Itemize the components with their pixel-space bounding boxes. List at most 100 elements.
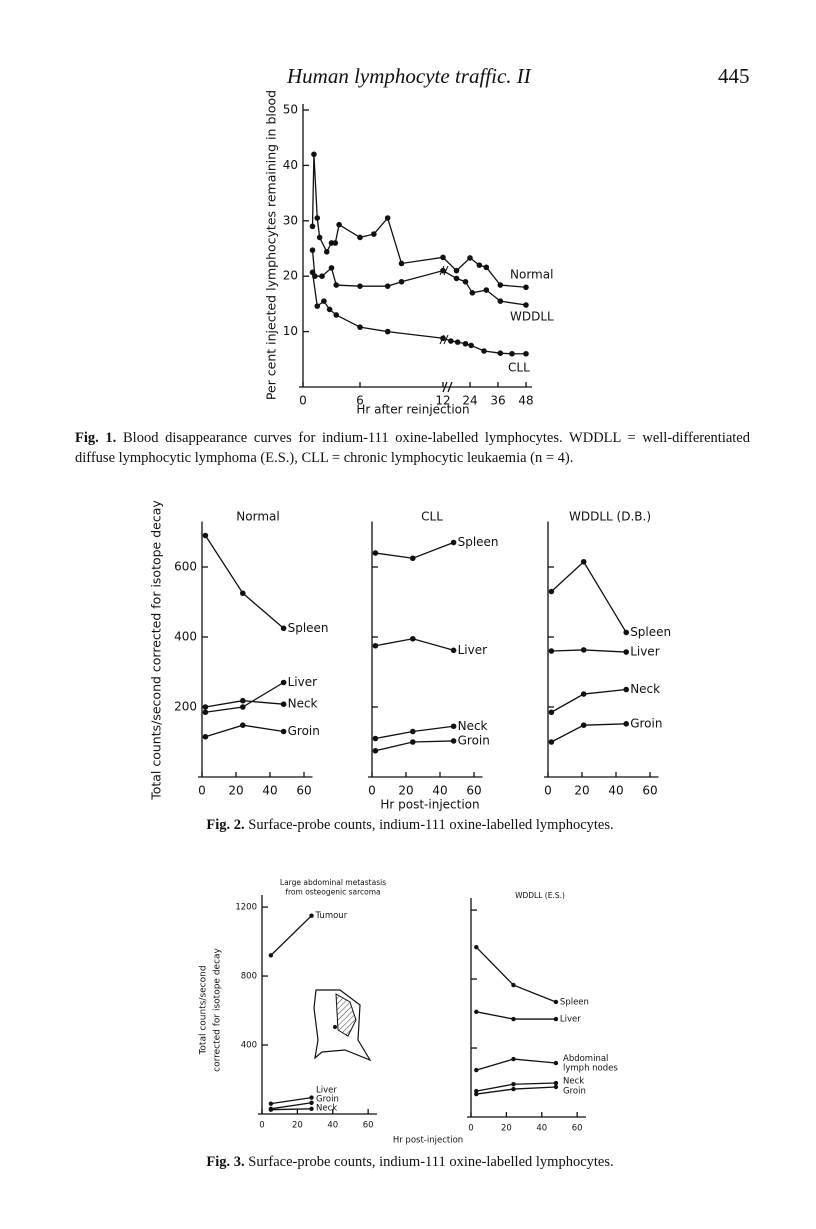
data-point (450, 539, 457, 546)
series-line (476, 1058, 556, 1071)
chart-title: Normal (236, 510, 279, 524)
data-point (474, 1091, 479, 1097)
caption-label: Fig. 3. (206, 1154, 245, 1170)
x-tick-label: 0 (544, 784, 552, 798)
data-point (523, 350, 529, 357)
data-point (326, 306, 333, 313)
x-axis-label: Hr post-injection (393, 1136, 463, 1146)
data-point (453, 275, 460, 282)
data-point (372, 735, 379, 742)
x-tick-label: 6 (356, 394, 364, 408)
data-point (240, 722, 246, 728)
data-point (511, 1082, 516, 1087)
data-point (448, 338, 454, 344)
series-line (551, 649, 627, 653)
y-tick-label: 600 (174, 560, 197, 574)
data-point (467, 255, 473, 261)
x-tick-label: 40 (262, 784, 277, 798)
data-point (553, 999, 559, 1005)
data-point (580, 722, 587, 728)
x-tick-label: 12 (435, 394, 450, 408)
data-point (202, 733, 209, 740)
data-point (309, 247, 316, 253)
y-tick-label: 30 (283, 213, 298, 227)
data-point (333, 312, 340, 318)
data-point (440, 335, 446, 342)
series-label: Neck (288, 697, 318, 711)
series-line (475, 946, 557, 1003)
series-label: Groin (563, 1087, 586, 1097)
data-point (548, 588, 555, 595)
series-line (270, 1108, 312, 1111)
x-tick-label: 36 (490, 394, 505, 408)
series-line (311, 154, 527, 288)
data-point (553, 1080, 559, 1086)
data-point (450, 738, 457, 744)
data-point (372, 550, 379, 556)
series-label: Neck (630, 682, 660, 696)
caption-label: Fig. 1. (75, 430, 117, 446)
data-point (523, 284, 529, 291)
data-point (548, 648, 555, 654)
data-point (474, 944, 479, 950)
series-label: Liver (560, 1015, 581, 1025)
series-line (375, 541, 454, 559)
data-point (384, 215, 391, 221)
data-point (623, 629, 629, 636)
y-tick-label: 400 (174, 630, 197, 644)
data-point (469, 290, 476, 296)
data-point (440, 254, 446, 261)
y-axis-label: corrected for isotope decay (213, 947, 223, 1071)
y-axis-label: Per cent injected lymphocytes remaining … (264, 90, 279, 400)
data-point (454, 339, 461, 345)
data-point (468, 342, 474, 349)
data-point (548, 709, 555, 716)
data-point (497, 350, 504, 357)
data-point (410, 728, 416, 735)
data-point (280, 679, 287, 686)
x-tick-label: 20 (501, 1124, 512, 1134)
page-number: 445 (718, 64, 750, 88)
data-point (280, 701, 287, 707)
data-point (316, 234, 323, 241)
x-tick-label: 60 (572, 1124, 583, 1134)
x-tick-label: 0 (468, 1124, 473, 1134)
data-point (311, 151, 317, 158)
data-point (398, 260, 405, 267)
series-line (270, 1096, 312, 1105)
series-label: Groin (316, 1095, 339, 1105)
caption: Fig. 3. Surface-probe counts, indium-111… (100, 1152, 720, 1172)
data-point (321, 298, 327, 304)
caption-text: Surface-probe counts, indium-111 oxine-l… (248, 1154, 614, 1170)
series-label: Spleen (630, 625, 671, 639)
data-point (474, 1009, 479, 1015)
running-title: Human lymphocyte traffic. II (287, 64, 531, 88)
data-point (450, 723, 457, 730)
data-point (309, 1100, 314, 1105)
data-point (623, 649, 629, 655)
data-point (202, 532, 209, 539)
data-point (462, 278, 469, 285)
series-label: Spleen (560, 997, 589, 1007)
data-point (309, 269, 316, 276)
data-point (309, 1106, 314, 1112)
data-point (481, 348, 487, 354)
data-point (202, 704, 209, 710)
series-label: CLL (508, 361, 530, 375)
x-tick-label: 48 (518, 394, 533, 408)
data-point (240, 590, 246, 597)
x-tick-label: 24 (462, 394, 477, 408)
y-tick-label: 400 (241, 1041, 257, 1051)
x-tick-label: 0 (198, 784, 206, 798)
data-point (314, 215, 321, 221)
data-point (371, 231, 377, 237)
data-point (309, 223, 316, 230)
data-point (357, 283, 363, 289)
data-point (410, 635, 416, 642)
series-label: Groin (288, 724, 320, 738)
data-point (268, 1101, 274, 1106)
y-axis-label: Total counts/second corrected for isotop… (149, 500, 164, 801)
data-point (268, 953, 274, 958)
x-tick-label: 20 (292, 1121, 303, 1131)
series-line (270, 915, 312, 956)
